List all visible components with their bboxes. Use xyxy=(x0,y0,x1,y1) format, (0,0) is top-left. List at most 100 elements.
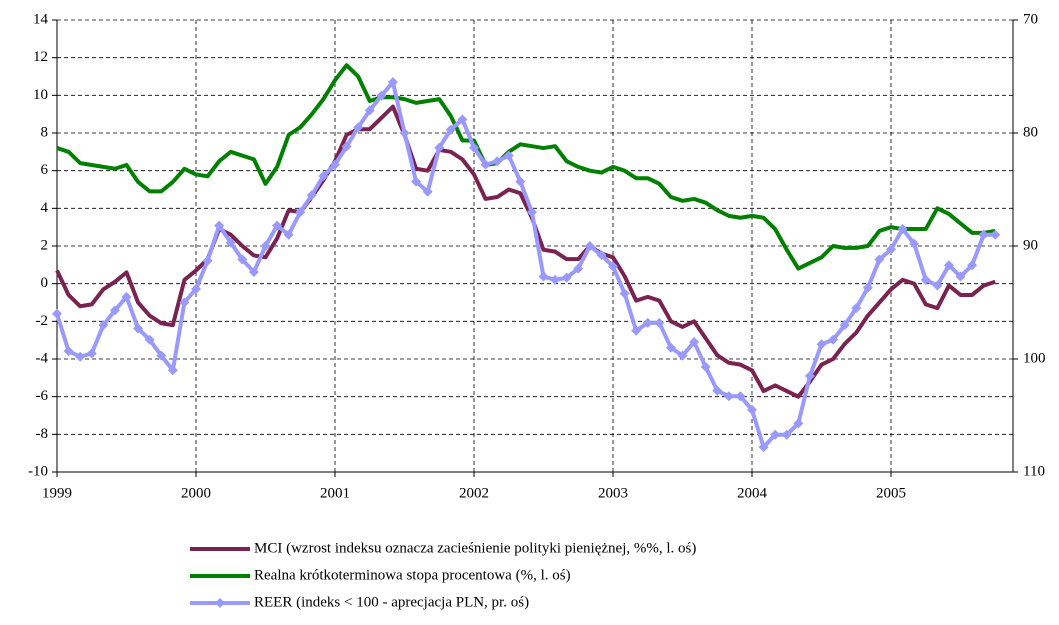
data-point xyxy=(712,385,723,396)
data-point xyxy=(596,250,607,261)
data-point xyxy=(480,159,491,170)
data-point xyxy=(573,263,584,274)
y-tick-label: -10 xyxy=(28,463,48,479)
y-tick-label: -6 xyxy=(36,388,49,404)
data-point xyxy=(793,418,804,429)
data-point xyxy=(492,156,503,167)
x-tick-label: 2005 xyxy=(876,485,906,501)
data-point xyxy=(689,337,700,348)
data-point xyxy=(75,351,86,362)
data-point xyxy=(98,320,109,331)
data-point xyxy=(909,238,920,249)
data-point xyxy=(642,317,653,328)
data-point xyxy=(920,274,931,285)
data-point xyxy=(63,346,74,357)
legend-marker xyxy=(215,598,225,608)
data-point xyxy=(886,244,896,255)
series-line xyxy=(56,63,996,271)
data-point xyxy=(862,282,873,293)
data-point xyxy=(306,190,317,201)
legend-label: REER (indeks < 100 - aprecjacja PLN, pr.… xyxy=(254,594,529,610)
data-point xyxy=(179,297,190,308)
data-point xyxy=(816,339,827,350)
x-tick-label: 2003 xyxy=(598,485,628,501)
data-point xyxy=(156,350,167,361)
x-tick-label: 2000 xyxy=(181,485,211,501)
data-point xyxy=(52,308,62,319)
data-point xyxy=(561,272,572,283)
series-line xyxy=(55,80,996,450)
x-tick-label: 2002 xyxy=(459,485,489,501)
data-point xyxy=(723,391,734,402)
y-tick-label: 8 xyxy=(41,124,49,140)
data-point xyxy=(248,266,259,277)
data-point xyxy=(191,283,201,294)
data-point xyxy=(399,128,410,138)
data-point xyxy=(214,220,225,231)
y-tick-label: 12 xyxy=(33,49,48,65)
y2-tick-label: 100 xyxy=(1023,350,1046,366)
data-point xyxy=(804,370,815,381)
legend-label: Realna krótkoterminowa stopa procentowa … xyxy=(254,567,571,583)
data-point xyxy=(121,291,132,302)
data-point xyxy=(387,77,398,88)
data-point xyxy=(550,274,561,285)
y2-tick-label: 70 xyxy=(1023,11,1038,27)
data-point xyxy=(469,142,479,153)
data-point xyxy=(133,323,144,334)
data-point xyxy=(654,317,665,328)
data-point xyxy=(353,122,364,133)
y-tick-label: -2 xyxy=(36,313,49,329)
data-point xyxy=(526,207,537,218)
data-point xyxy=(503,150,514,161)
data-point xyxy=(364,105,375,116)
data-point xyxy=(770,429,781,440)
data-point xyxy=(237,254,248,265)
data-point xyxy=(665,342,676,353)
data-point xyxy=(932,280,943,291)
y-tick-label: 4 xyxy=(41,200,49,216)
y-tick-label: 14 xyxy=(33,11,49,27)
data-point xyxy=(341,141,352,152)
legend-label: MCI (wzrost indeksu oznacza zacieśnienie… xyxy=(254,540,696,556)
data-point xyxy=(225,237,236,248)
data-point xyxy=(631,325,642,336)
data-point xyxy=(283,229,294,240)
data-point xyxy=(677,350,688,361)
data-point xyxy=(978,229,989,240)
series-line xyxy=(55,104,996,399)
data-point xyxy=(955,271,966,282)
data-point xyxy=(735,391,746,402)
data-point xyxy=(445,124,456,135)
data-point xyxy=(608,261,618,272)
data-point xyxy=(851,303,862,314)
data-point xyxy=(990,229,1001,240)
data-point xyxy=(109,305,120,316)
data-point xyxy=(897,224,908,235)
y-tick-label: 10 xyxy=(33,87,48,103)
x-tick-label: 1999 xyxy=(42,485,72,501)
data-point xyxy=(295,207,306,218)
data-point xyxy=(167,365,178,376)
y2-tick-label: 110 xyxy=(1023,463,1045,479)
data-point xyxy=(619,288,630,299)
data-point xyxy=(202,255,213,266)
data-point xyxy=(376,90,387,101)
data-point xyxy=(700,361,711,372)
data-point xyxy=(538,271,549,282)
data-point xyxy=(967,260,978,271)
data-point xyxy=(260,241,271,251)
data-point xyxy=(781,429,792,440)
data-point xyxy=(318,170,329,181)
y-tick-label: -4 xyxy=(36,350,49,366)
data-point xyxy=(584,241,595,251)
data-point xyxy=(272,220,283,231)
y-tick-label: 6 xyxy=(41,162,49,178)
data-point xyxy=(86,348,97,359)
data-point xyxy=(411,176,422,187)
data-point xyxy=(434,142,445,153)
y2-tick-label: 80 xyxy=(1023,124,1038,140)
data-point xyxy=(874,254,885,265)
data-point xyxy=(943,260,954,271)
